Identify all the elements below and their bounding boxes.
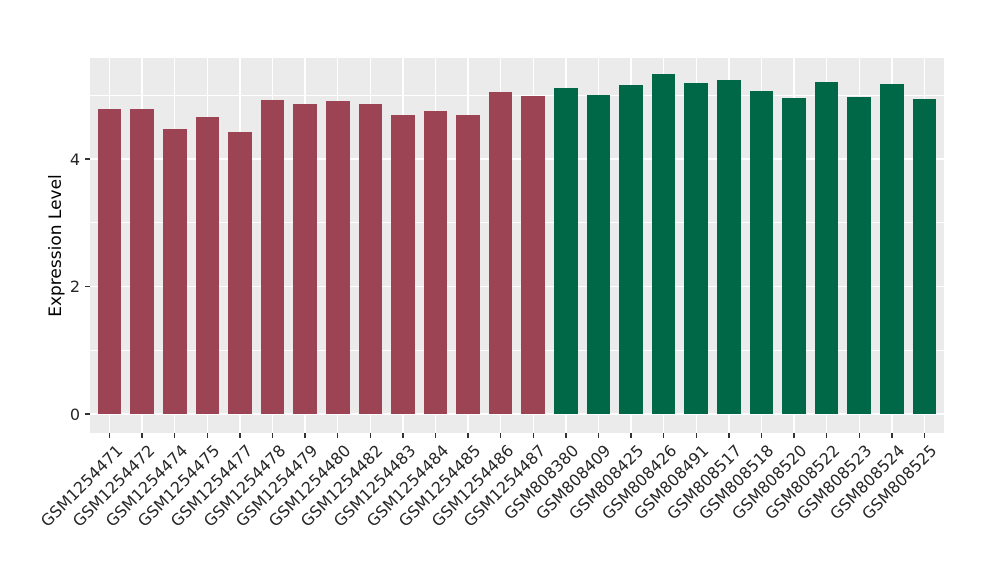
bar (325, 100, 350, 414)
bar (782, 98, 806, 414)
x-tick-mark (173, 433, 176, 438)
bar (684, 83, 709, 414)
bar (358, 103, 383, 414)
x-tick-mark (760, 433, 763, 438)
bar (619, 85, 643, 414)
x-tick-mark (662, 433, 665, 438)
x-tick-mark (858, 433, 860, 438)
x-tick-mark (271, 433, 274, 438)
bar (260, 99, 285, 414)
bar (651, 74, 676, 414)
y-tick-label: 0 (69, 404, 80, 424)
bar (456, 115, 480, 414)
plot-panel (90, 58, 944, 433)
x-tick-mark (923, 433, 926, 438)
x-tick-mark (206, 433, 209, 438)
x-tick-mark (565, 433, 567, 438)
bar (521, 95, 546, 414)
y-tick-mark (85, 285, 90, 288)
y-tick-mark (85, 413, 90, 415)
h-gridline-major (90, 158, 944, 160)
x-tick-mark (825, 433, 828, 438)
x-tick-mark (891, 433, 893, 438)
bar (130, 109, 154, 414)
h-gridline-major (90, 285, 944, 288)
bar (814, 81, 839, 414)
bar (195, 116, 220, 414)
x-tick-mark (630, 433, 632, 438)
x-tick-mark (369, 433, 372, 438)
x-tick-mark (499, 433, 502, 438)
h-gridline-minor (90, 94, 944, 96)
bar (391, 115, 415, 414)
y-tick-label: 2 (69, 277, 80, 296)
x-tick-mark (467, 433, 469, 438)
y-axis-title: Expression Level (46, 174, 66, 317)
bar (749, 90, 774, 414)
bar (717, 79, 741, 414)
bar (162, 129, 187, 414)
bar (488, 92, 513, 414)
y-tick-mark (85, 158, 90, 160)
bar (228, 131, 252, 414)
h-gridline-minor (90, 349, 944, 351)
y-tick-label: 4 (69, 149, 80, 169)
h-gridline-minor (90, 222, 944, 224)
bar (97, 109, 122, 414)
x-tick-mark (434, 433, 437, 438)
h-gridline-major (90, 413, 944, 415)
x-tick-mark (108, 433, 111, 438)
x-tick-mark (695, 433, 698, 438)
x-tick-mark (402, 433, 404, 438)
bar (293, 104, 317, 414)
bar (912, 99, 937, 414)
bar (423, 110, 448, 414)
x-tick-mark (793, 433, 795, 438)
bar (847, 97, 872, 414)
x-tick-mark (239, 433, 241, 438)
x-tick-mark (532, 433, 535, 438)
bar (554, 88, 578, 414)
bar (586, 94, 611, 414)
bar (880, 83, 904, 414)
x-tick-mark (141, 433, 143, 438)
x-tick-mark (728, 433, 730, 438)
x-tick-mark (597, 433, 600, 438)
x-tick-mark (304, 433, 306, 438)
x-tick-mark (336, 433, 339, 438)
